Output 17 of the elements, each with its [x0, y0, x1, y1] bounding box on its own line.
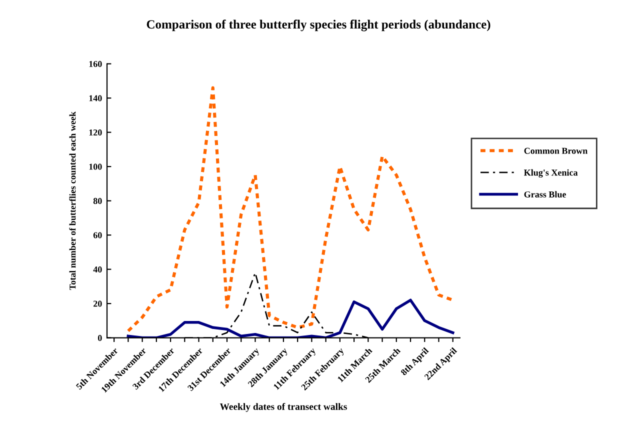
x-axis-title: Weekly dates of transect walks: [220, 402, 347, 412]
y-tick-label: 0: [98, 334, 102, 342]
y-tick-label: 140: [89, 95, 102, 102]
legend-label: Grass Blue: [524, 191, 566, 198]
y-tick-label: 80: [93, 198, 102, 204]
y-axis-title: Total number of butterflies counted each week: [69, 112, 76, 290]
y-tick-label: 120: [89, 129, 102, 136]
y-tick-label: 100: [89, 164, 102, 170]
y-tick-label: 60: [93, 232, 102, 238]
legend-label: Common Brown: [524, 148, 588, 154]
y-tick-label: 40: [93, 266, 102, 273]
y-tick-label: 20: [94, 300, 102, 307]
y-tick-label: 160: [89, 60, 102, 68]
legend-label: Klug's Xenica: [524, 169, 578, 178]
line-series: [126, 298, 454, 338]
line-series: [126, 86, 454, 332]
chart-title: Comparison of three butterfly species flight periods (abundance): [146, 20, 490, 32]
